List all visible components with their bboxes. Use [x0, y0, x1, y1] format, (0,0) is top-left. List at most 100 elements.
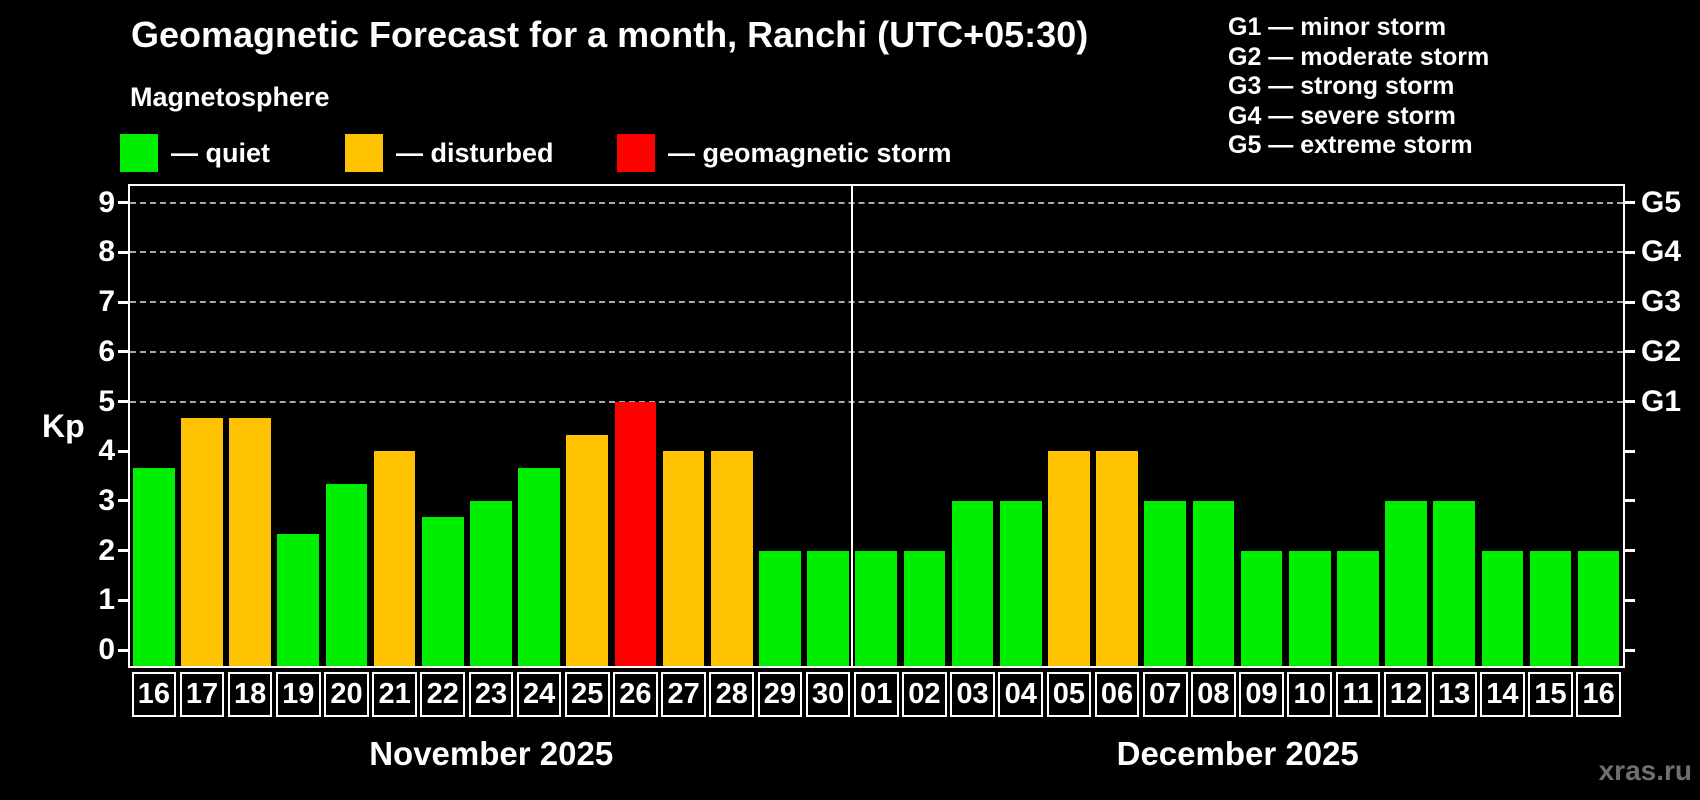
kp-bar-19-quiet [277, 534, 320, 666]
day-label-25: 25 [564, 672, 610, 717]
day-label-29: 29 [757, 672, 803, 717]
left-tick-kp2 [118, 549, 128, 553]
kp-bar-16-quiet [133, 467, 175, 666]
gridline-kp9 [130, 201, 1623, 204]
kp-bar-14-quiet [1481, 550, 1524, 666]
day-label-09: 09 [1239, 672, 1284, 717]
kp-bar-21-disturbed [373, 451, 416, 666]
left-tick-kp5 [118, 400, 128, 403]
day-label-19: 19 [275, 672, 321, 717]
day-label-06: 06 [1094, 672, 1140, 717]
day-label-28: 28 [709, 672, 755, 717]
y-tick-label-4: 4 [98, 434, 115, 468]
kp-bar-01-quiet [855, 550, 898, 666]
right-tick-kp3 [1625, 499, 1635, 503]
g5-legend-line: G5 — extreme storm [1228, 131, 1473, 159]
kp-bar-02-quiet [903, 550, 946, 666]
storm-color-swatch [617, 134, 655, 172]
legend-label-quiet: — quiet [171, 137, 270, 168]
kp-bar-12-quiet [1385, 500, 1427, 666]
y-tick-label-9: 9 [98, 185, 115, 219]
day-label-30: 30 [805, 672, 851, 717]
kp-bar-20-quiet [325, 484, 368, 666]
kp-bar-07-quiet [1144, 500, 1187, 666]
y-axis-label: Kp [42, 408, 85, 444]
kp-bar-27-disturbed [662, 451, 705, 666]
kp-bar-15-quiet [1529, 550, 1572, 666]
day-label-14: 14 [1480, 672, 1525, 717]
kp-bar-08-quiet [1192, 500, 1235, 666]
left-tick-kp7 [118, 300, 128, 304]
right-tick-kp7 [1625, 300, 1635, 304]
day-label-23: 23 [468, 672, 514, 717]
y-tick-label-3: 3 [98, 483, 115, 517]
left-tick-kp0 [118, 648, 128, 652]
g3-legend-line: G3 — strong storm [1228, 72, 1455, 100]
kp-bar-30-quiet [807, 550, 849, 666]
day-label-10: 10 [1287, 672, 1333, 717]
left-tick-kp6 [118, 350, 128, 354]
day-label-18: 18 [227, 672, 273, 717]
kp-bar-26-storm [614, 401, 657, 666]
day-label-17: 17 [179, 672, 225, 717]
right-tick-kp6 [1625, 350, 1635, 354]
gridline-kp7 [130, 301, 1623, 304]
day-label-16: 16 [131, 672, 177, 717]
right-tick-kp5 [1625, 400, 1635, 403]
g1-legend-line: G1 — minor storm [1228, 13, 1447, 41]
page-title: Geomagnetic Forecast for a month, Ranchi… [131, 14, 1089, 55]
right-axis-label-g5: G5 [1641, 185, 1682, 219]
right-axis-label-g3: G3 [1641, 285, 1682, 319]
day-label-24: 24 [516, 672, 562, 717]
y-tick-label-1: 1 [98, 583, 115, 617]
kp-bar-22-quiet [421, 517, 464, 666]
day-label-16: 16 [1576, 672, 1621, 717]
y-tick-label-0: 0 [98, 633, 115, 666]
y-tick-label-5: 5 [98, 384, 115, 418]
legend-item-storm: — geomagnetic storm [617, 134, 952, 172]
watermark: xras.ru [1598, 755, 1692, 786]
day-label-12: 12 [1383, 672, 1429, 717]
legend-item-disturbed: — disturbed [345, 134, 554, 172]
left-tick-kp3 [118, 499, 128, 503]
right-tick-kp0 [1625, 648, 1635, 652]
day-label-21: 21 [372, 672, 417, 717]
kp-bar-10-quiet [1288, 550, 1331, 666]
kp-bar-23-quiet [470, 500, 512, 666]
day-label-11: 11 [1335, 672, 1381, 717]
day-label-22: 22 [420, 672, 466, 717]
legend-label-disturbed: — disturbed [396, 137, 554, 168]
kp-bar-25-disturbed [566, 434, 609, 666]
disturbed-color-swatch [345, 134, 383, 172]
day-label-08: 08 [1191, 672, 1236, 717]
kp-bar-17-disturbed [181, 417, 223, 666]
day-label-27: 27 [661, 672, 706, 717]
g2-legend-line: G2 — moderate storm [1228, 42, 1490, 71]
y-tick-label-6: 6 [98, 334, 115, 368]
kp-bar-29-quiet [759, 550, 801, 666]
left-tick-kp8 [118, 250, 128, 254]
right-tick-kp1 [1625, 598, 1635, 602]
y-tick-label-2: 2 [98, 533, 115, 567]
day-label-03: 03 [950, 672, 995, 717]
kp-bar-11-quiet [1337, 550, 1379, 666]
right-tick-kp2 [1625, 549, 1635, 553]
gridline-kp6 [130, 350, 1623, 353]
right-tick-kp9 [1625, 201, 1635, 205]
plot-area [128, 184, 1625, 668]
kp-bar-28-disturbed [710, 451, 753, 666]
left-tick-kp9 [118, 201, 128, 205]
kp-bar-18-disturbed [229, 417, 271, 666]
left-tick-kp1 [118, 598, 128, 602]
kp-bar-04-quiet [999, 500, 1042, 666]
quiet-color-swatch [120, 134, 158, 172]
kp-bar-09-quiet [1240, 550, 1283, 666]
day-label-15: 15 [1528, 672, 1573, 717]
kp-bar-03-quiet [951, 500, 994, 666]
g-scale-legend: G1 — minor storm G2 — moderate storm G3 … [1228, 13, 1489, 161]
right-axis-label-g1: G1 [1641, 384, 1682, 418]
month-label-1: December 2025 [1116, 735, 1359, 772]
legend-item-quiet: — quiet [120, 134, 270, 172]
y-tick-label-8: 8 [98, 235, 115, 269]
